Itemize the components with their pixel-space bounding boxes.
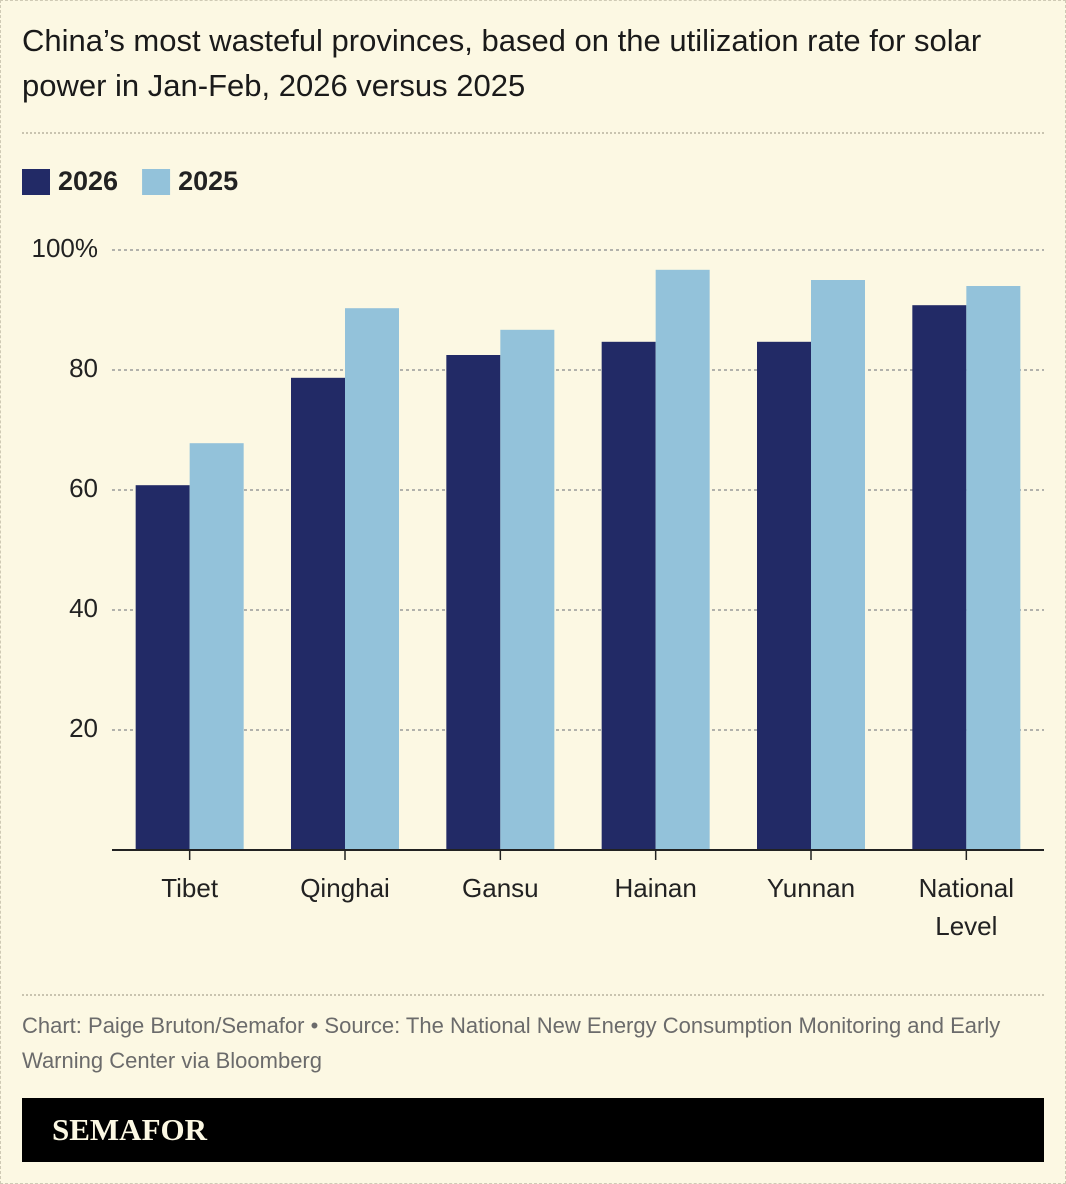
bar: [500, 329, 555, 850]
chart-title: China’s most wasteful provinces, based o…: [22, 23, 982, 103]
y-tick-label: 40: [69, 593, 98, 623]
bar: [966, 286, 1021, 850]
separator: [22, 132, 1044, 134]
x-tick-label: Yunnan: [767, 873, 855, 903]
brand-bar: SEMAFOR: [22, 1098, 1044, 1162]
bar: [135, 485, 190, 850]
bar: [912, 305, 967, 850]
x-tick-label: Gansu: [462, 873, 539, 903]
x-tick-label: Qinghai: [300, 873, 390, 903]
legend-swatch: [22, 169, 50, 195]
bar: [446, 355, 501, 850]
legend-label: 2025: [178, 166, 238, 196]
x-tick-label: Tibet: [161, 873, 219, 903]
bar: [757, 341, 811, 850]
brand-logo: SEMAFOR: [52, 1112, 207, 1147]
bar: [189, 443, 244, 850]
chart: 2026 2025 20 40 60 80 100% Tibet Qinghai Gansu Hai…: [22, 166, 1044, 941]
y-tick-label: 80: [69, 353, 98, 383]
y-tick-label: 60: [69, 473, 98, 503]
separator: [22, 994, 1044, 996]
bar: [345, 308, 399, 850]
bar: [811, 280, 865, 850]
bar: [291, 377, 345, 850]
x-tick-label: National Level: [919, 873, 1014, 941]
legend-swatch: [142, 169, 171, 195]
source-note: Chart: Paige Bruton/Semafor • Source: Th…: [22, 1013, 1001, 1073]
legend-label: 2026: [58, 166, 118, 196]
y-tick-label: 20: [69, 713, 98, 743]
x-tick-label: Hainan: [614, 873, 696, 903]
bar: [601, 341, 656, 850]
bar: [655, 269, 710, 850]
y-tick-label: 100%: [32, 233, 99, 263]
